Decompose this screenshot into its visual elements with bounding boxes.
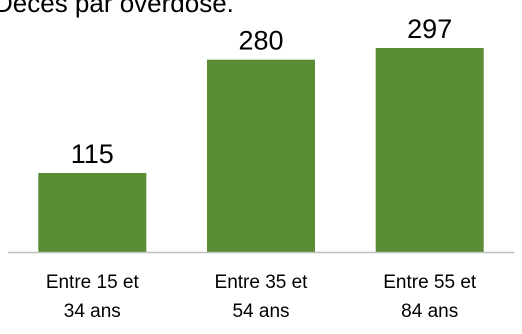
category-label-line: Entre 35 et	[215, 272, 309, 293]
category-label-line: Entre 15 et	[46, 272, 140, 293]
category-label-line: Entre 55 et	[383, 272, 477, 293]
clipped-top-text: Décès par overdose.	[0, 0, 234, 18]
bar-3	[375, 48, 484, 252]
value-label-3: 297	[407, 14, 452, 44]
category-label-line: 34 ans	[64, 301, 121, 322]
category-label-line: 84 ans	[401, 301, 458, 322]
value-label-2: 280	[238, 26, 283, 56]
category-label-3: Entre 55 et 84 ans	[383, 272, 477, 322]
bar-1	[38, 173, 147, 252]
value-labels-group: 115 280 297	[71, 14, 452, 169]
category-label-1: Entre 15 et 34 ans	[46, 272, 140, 322]
bars-group	[38, 48, 484, 253]
category-label-line: 54 ans	[232, 301, 289, 322]
bar-2	[207, 59, 315, 253]
value-label-1: 115	[71, 139, 114, 169]
category-label-2: Entre 35 et 54 ans	[215, 272, 309, 322]
